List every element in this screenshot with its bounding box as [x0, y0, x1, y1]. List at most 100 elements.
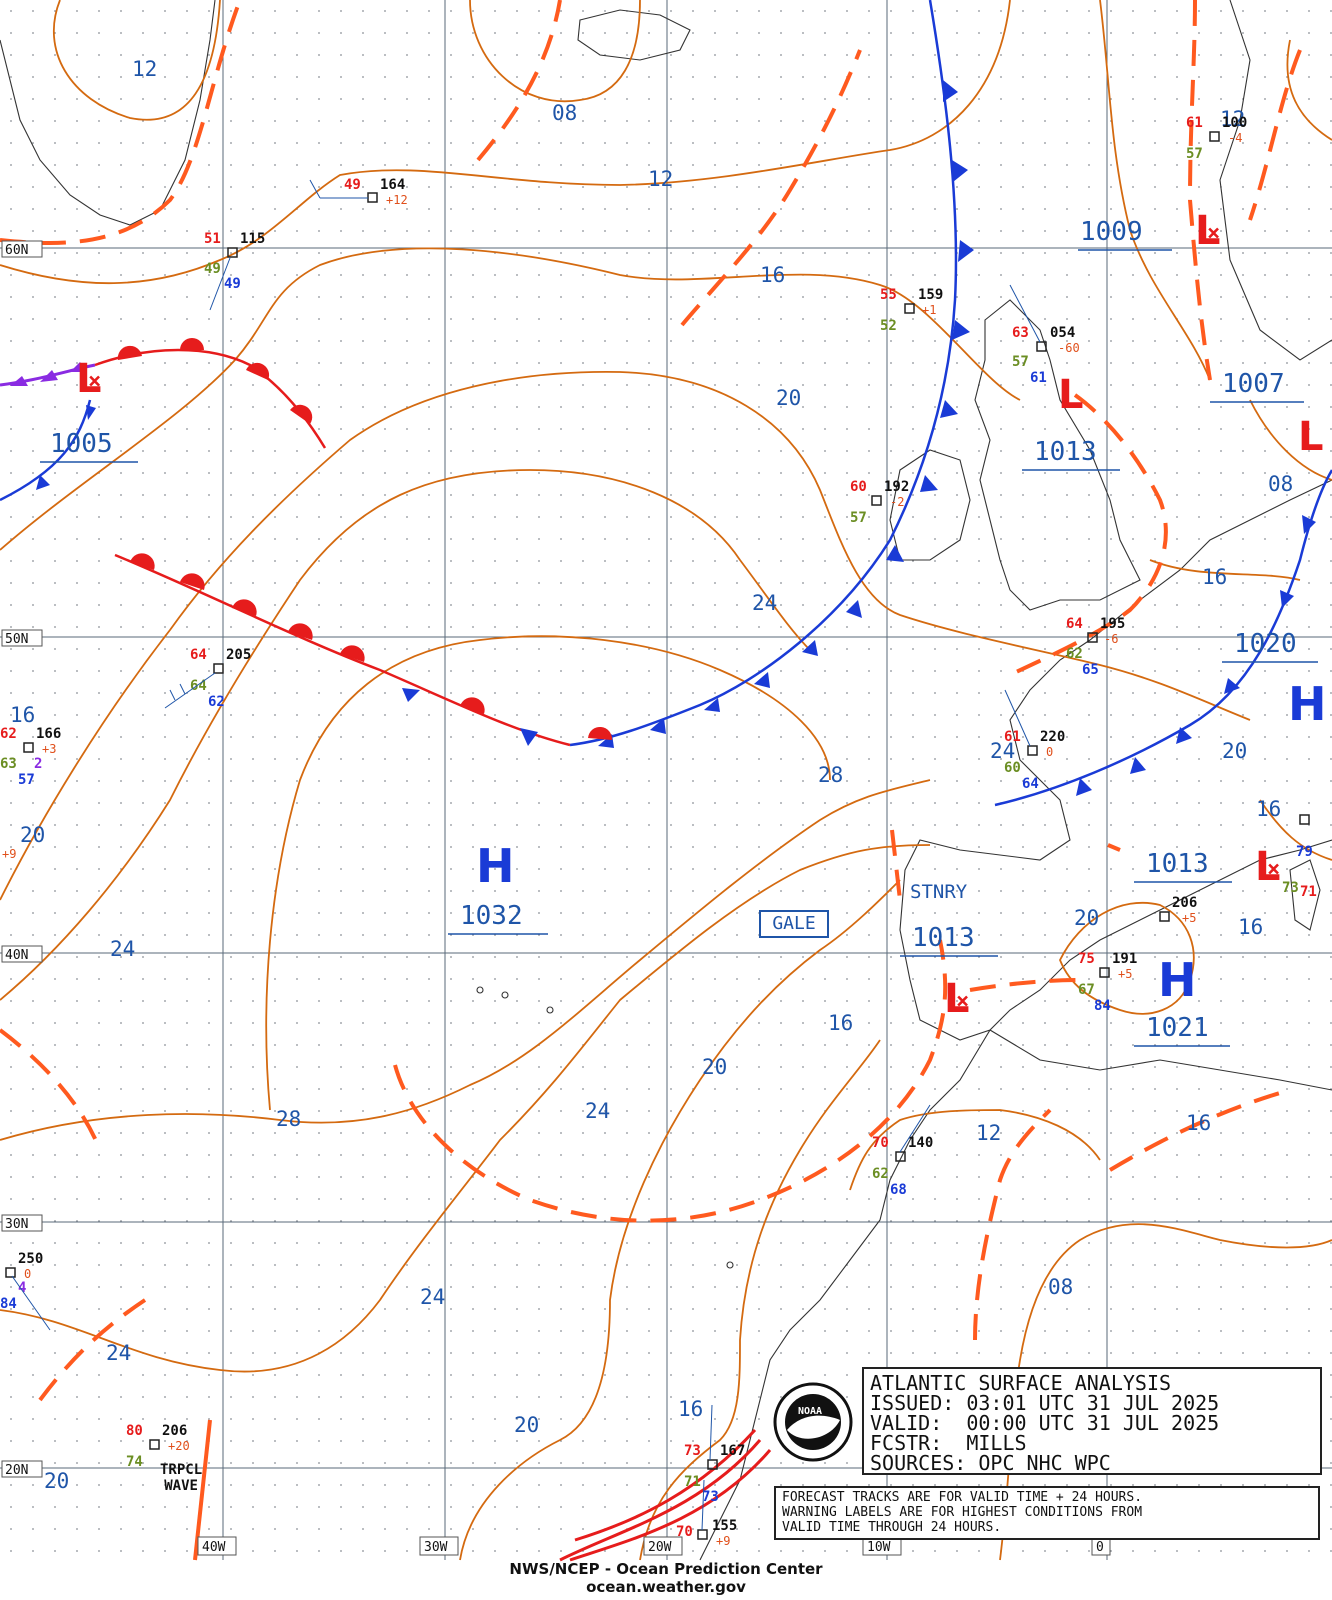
station-temp: 70: [676, 1524, 693, 1540]
tropical-wave-line2: WAVE: [164, 1478, 198, 1494]
chart-title: ATLANTIC SURFACE ANALYSIS: [870, 1371, 1172, 1395]
low-center-x-icon: ×: [956, 989, 969, 1014]
station-pressure: 166: [36, 726, 61, 742]
valid-time: VALID: 00:00 UTC 31 JUL 2025: [870, 1411, 1220, 1435]
lat-label-60n: 60N: [5, 243, 28, 258]
isobar-labels: 12 08 12 16 20 24 28 16 20 24 28 24 20 1…: [10, 57, 1293, 1493]
low-center-symbol: L: [76, 356, 102, 402]
station-extra: 2: [34, 756, 42, 772]
isobar-label: 16: [10, 703, 35, 727]
station-tendency: 0: [1046, 745, 1053, 759]
lat-label-40n: 40N: [5, 948, 28, 963]
low-center-x-icon: ×: [1207, 221, 1220, 246]
station-visibility: 84: [0, 1296, 17, 1312]
tropical-wave-label: TRPCL WAVE: [160, 1462, 202, 1494]
isobar-label: 24: [752, 591, 777, 615]
station-tendency: 0: [24, 1267, 31, 1281]
station-tendency: -6: [1104, 632, 1118, 646]
station-pressure: 054: [1050, 325, 1075, 341]
low-center-value: 1013: [1146, 849, 1209, 879]
low-center-value: 1013: [912, 923, 975, 953]
low-center-symbol: L: [1058, 372, 1084, 418]
sources: SOURCES: OPC NHC WPC: [870, 1451, 1111, 1475]
station-dewpoint: 63: [0, 756, 17, 772]
station-dewpoint: 52: [880, 318, 897, 334]
station-pressure: 192: [884, 479, 909, 495]
station-visibility: 64: [1022, 776, 1039, 792]
low-center-x-icon: ×: [1267, 857, 1280, 882]
station-plot: 250 0 4 84: [0, 1251, 51, 1331]
station-visibility: 79: [1296, 844, 1313, 860]
station-plot: 206 +5: [1159, 895, 1197, 925]
high-center-symbol: H: [1158, 953, 1197, 1007]
high-center-value: 1021: [1146, 1013, 1209, 1043]
isobar-label: 12: [648, 167, 673, 191]
station-dewpoint: 60: [1004, 760, 1021, 776]
station-temp: 61: [1186, 115, 1203, 131]
low-center-value: 1005: [50, 429, 113, 459]
station-plot: 80 206 +20 74: [126, 1423, 190, 1470]
station-tendency: +20: [168, 1439, 190, 1453]
station-visibility: 68: [890, 1182, 907, 1198]
station-pressure: 167: [720, 1443, 745, 1459]
analysis-info-box: ATLANTIC SURFACE ANALYSIS ISSUED: 03:01 …: [862, 1367, 1322, 1475]
station-plot: 73 167 71 73: [684, 1404, 745, 1505]
station-pressure: 206: [1172, 895, 1197, 911]
isobar-label: 24: [106, 1341, 131, 1365]
isobar-label: 08: [1268, 472, 1293, 496]
station-temp: 63: [1012, 325, 1029, 341]
isobar-label: 20: [1222, 739, 1247, 763]
issued-time: ISSUED: 03:01 UTC 31 JUL 2025: [870, 1391, 1220, 1415]
station-plot: 64 195 -6 62 65: [1066, 616, 1125, 678]
station-plot: 75 191 +5 67 84: [1078, 951, 1137, 1014]
station-plot: 60 192 -2 57: [850, 479, 909, 526]
station-visibility: 62: [208, 694, 225, 710]
station-temp: 75: [1078, 951, 1095, 967]
station-plot: 63 054 -60 57 61: [1009, 284, 1080, 386]
scandinavia-coast: [1219, 0, 1332, 361]
coastlines: [0, 0, 1332, 1561]
low-center-symbol: L: [1195, 208, 1221, 254]
station-tendency: +5: [1182, 911, 1196, 925]
station-visibility: 84: [1094, 998, 1111, 1014]
low-center-symbol: L: [944, 976, 970, 1022]
station-dewpoint: 62: [872, 1166, 889, 1182]
isobar-label: 16: [1256, 797, 1281, 821]
station-tendency: +12: [386, 193, 408, 207]
isobar-label: 24: [420, 1285, 445, 1309]
station-temp: 70: [872, 1135, 889, 1151]
africa-coast: [699, 1029, 1332, 1561]
lon-label-30w: 30W: [424, 1540, 448, 1555]
station-plot: 73 79 71: [1282, 814, 1317, 900]
note-line: VALID TIME THROUGH 24 HOURS.: [782, 1520, 1002, 1535]
tropical-wave-line1: TRPCL: [160, 1462, 203, 1478]
isobar-label: 20: [702, 1055, 727, 1079]
station-temp: 62: [0, 726, 17, 742]
isobar-label: 24: [110, 937, 135, 961]
station-tendency: +9: [716, 1534, 730, 1548]
noaa-logo: NOAA: [773, 1382, 853, 1462]
note-line: FORECAST TRACKS ARE FOR VALID TIME + 24 …: [782, 1490, 1143, 1505]
station-pressure: 100: [1222, 115, 1247, 131]
notes-box: FORECAST TRACKS ARE FOR VALID TIME + 24 …: [774, 1486, 1320, 1540]
isobar-label: 12: [1220, 107, 1245, 131]
station-dewpoint: 71: [684, 1474, 701, 1490]
station-pressure: 164: [380, 177, 405, 193]
station-temp: 71: [1300, 884, 1317, 900]
station-plot: 61 100 -4 57: [1186, 115, 1247, 162]
isobar-label: 20: [20, 823, 45, 847]
station-tendency: -60: [1058, 341, 1080, 355]
station-plot: 49 164 +12: [309, 177, 408, 207]
station-temp: 60: [850, 479, 867, 495]
station-visibility: 73: [702, 1489, 719, 1505]
footer-website[interactable]: ocean.weather.gov: [586, 1578, 746, 1596]
lon-label-40w: 40W: [202, 1540, 226, 1555]
note-line: WARNING LABELS ARE FOR HIGHEST CONDITION…: [782, 1505, 1143, 1520]
low-center-value: 1009: [1080, 217, 1143, 247]
svg-text:NOAA: NOAA: [798, 1406, 822, 1417]
station-temp: 55: [880, 287, 897, 303]
station-tendency: +5: [1118, 967, 1132, 981]
station-plots: 49 164 +12 51 115 49 49 55 159 +1 52 63 …: [0, 115, 1317, 1548]
isobar-label: 16: [828, 1011, 853, 1035]
